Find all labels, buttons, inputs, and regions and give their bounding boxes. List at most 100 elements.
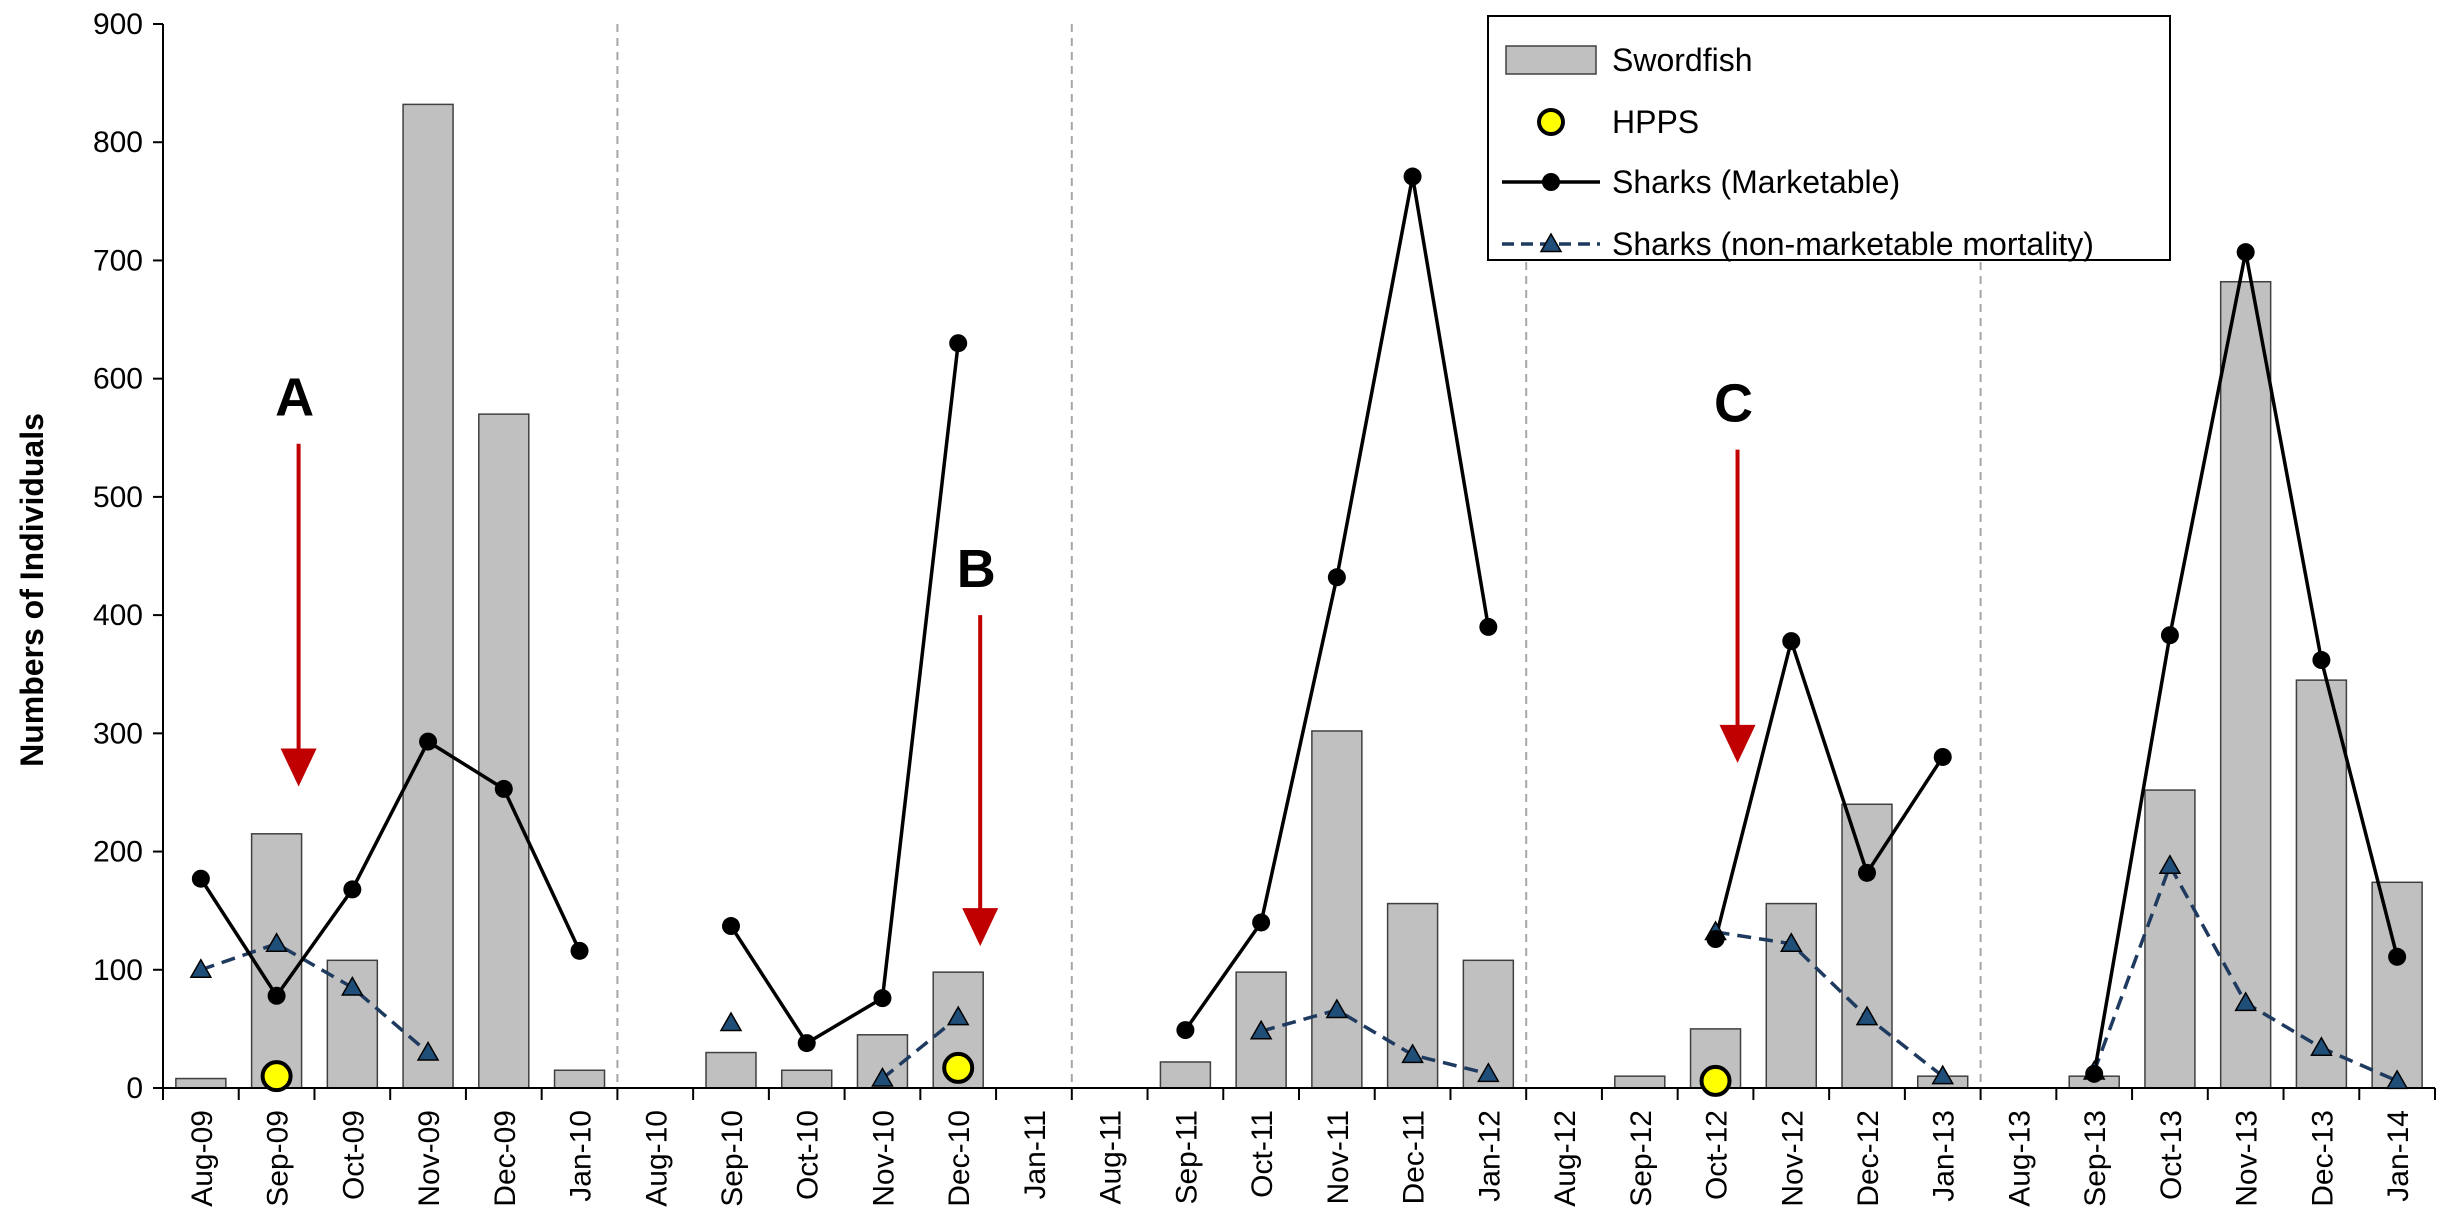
swordfish-bar-Nov-09 [402, 103, 454, 1089]
marketable-line-segment [729, 342, 960, 1045]
x-tick-label-Nov-11: Nov-11 [1322, 1110, 1355, 1204]
nonmarketable-point-Jan-12 [1477, 1062, 1500, 1083]
swordfish-bar-Jan-14 [2371, 881, 2423, 1089]
x-tick-label-Jan-13: Jan-13 [1928, 1110, 1961, 1202]
legend-box [1487, 15, 2171, 261]
marketable-point-Aug-09 [191, 869, 210, 888]
marketable-point-Nov-11 [1327, 568, 1346, 587]
marketable-point-Jan-12 [1479, 617, 1498, 636]
marketable-line-segment [199, 739, 582, 998]
annotation-arrowhead-B [962, 908, 999, 947]
y-tick-label: 700 [93, 244, 143, 277]
nonmarketable-point-Dec-12 [1855, 1005, 1879, 1026]
x-tick-label-Aug-12: Aug-12 [1549, 1110, 1582, 1207]
marketable-point-Oct-09 [343, 880, 362, 899]
x-tick-label-Dec-11: Dec-11 [1398, 1110, 1431, 1204]
legend: Swordfish HPPS Sharks (Marketable) Sharks (… [1487, 15, 2171, 262]
marketable-point-Sep-09 [267, 986, 286, 1005]
x-tick-label-Aug-09: Aug-09 [186, 1110, 219, 1207]
hpps-point-Dec-10 [942, 1051, 975, 1084]
nonmarketable-line-segment [881, 1015, 960, 1080]
x-tick-label-Aug-13: Aug-13 [2003, 1110, 2036, 1207]
y-tick-label: 800 [93, 126, 143, 159]
swordfish-bar-Nov-12 [1765, 902, 1818, 1089]
x-tick-label-Oct-11: Oct-11 [1246, 1110, 1279, 1198]
marketable-line-segment [1713, 639, 1945, 940]
x-tick-label-Oct-09: Oct-09 [337, 1110, 370, 1200]
nonmarketable-point-Nov-11 [1325, 998, 1349, 1019]
y-tick-label: 100 [93, 954, 143, 987]
marketable-point-Jan-14 [2388, 947, 2407, 966]
swordfish-bar-Nov-11 [1311, 730, 1363, 1089]
y-axis-title: Numbers of Individuals [14, 413, 50, 767]
x-tick-label-Oct-13: Oct-13 [2155, 1110, 2188, 1200]
y-tick-label: 0 [126, 1072, 143, 1105]
season-separators [616, 24, 1982, 1088]
x-tick-label-Jan-11: Jan-11 [1019, 1110, 1052, 1200]
x-tick-label-Dec-09: Dec-09 [489, 1110, 522, 1207]
annotation-arrowhead-C [1719, 724, 1756, 763]
nonmarketable-line-segment [1260, 1008, 1489, 1076]
marketable-point-Sep-13 [2085, 1064, 2104, 1083]
swordfish-bar-Nov-13 [2219, 280, 2272, 1089]
x-tick-label-Sep-13: Sep-13 [2079, 1110, 2112, 1207]
swordfish-bar-Oct-13 [2144, 789, 2196, 1089]
nonmarketable-point-Aug-09 [189, 958, 213, 979]
legend-label-3: Sharks (Marketable) [1612, 164, 1900, 200]
x-tick-label-Dec-13: Dec-13 [2306, 1110, 2339, 1207]
nonmarketable-line-segment [200, 942, 430, 1054]
annotation-label-B: B [957, 539, 996, 599]
series-lines [199, 174, 2399, 1083]
marketable-point-Jan-10 [570, 941, 589, 960]
x-tick-label-Jan-14: Jan-14 [2382, 1110, 2415, 1202]
x-tick-label-Jan-10: Jan-10 [565, 1110, 598, 1202]
x-tick-label-Nov-10: Nov-10 [867, 1110, 900, 1207]
nonmarketable-point-Sep-10 [719, 1011, 743, 1032]
marketable-point-Jan-13 [1933, 747, 1952, 766]
marketable-point-Dec-12 [1858, 863, 1876, 882]
swordfish-bar-Sep-11 [1159, 1061, 1212, 1089]
marketable-point-Sep-10 [722, 917, 740, 936]
marketable-point-Nov-10 [873, 989, 892, 1008]
nonmarketable-point-Nov-09 [416, 1041, 440, 1061]
hpps-point-Oct-12 [1699, 1064, 1732, 1097]
marketable-point-Sep-11 [1176, 1021, 1195, 1040]
nonmarketable-point-Nov-10 [871, 1067, 894, 1087]
x-tick-label-Sep-12: Sep-12 [1625, 1110, 1658, 1207]
y-tick-label: 400 [93, 599, 143, 632]
marketable-point-Oct-11 [1252, 913, 1271, 932]
nonmarketable-point-Oct-13 [2158, 854, 2182, 874]
marketable-point-Oct-12 [1706, 930, 1725, 949]
legend-swatch-hpps [1537, 108, 1565, 136]
series-markers [189, 167, 2409, 1097]
y-tick-label: 500 [93, 481, 143, 514]
marketable-point-Dec-13 [2312, 651, 2331, 670]
y-axis: 0 100 200 300 400 500 600 700 800 900 [93, 8, 164, 1105]
swordfish-bar-Sep-10 [705, 1051, 757, 1089]
hpps-point-Sep-09 [260, 1060, 293, 1093]
x-tick-label-Aug-11: Aug-11 [1095, 1110, 1128, 1205]
annotations: A B C [275, 368, 1756, 947]
nonmarketable-point-Nov-13 [2234, 991, 2257, 1012]
y-tick-label: 200 [93, 836, 143, 869]
nonmarketable-point-Sep-09 [265, 932, 288, 953]
legend-label-2: HPPS [1612, 104, 1699, 140]
x-tick-label-Sep-09: Sep-09 [262, 1110, 295, 1207]
y-tick-label: 600 [93, 363, 143, 396]
x-tick-label-Dec-10: Dec-10 [943, 1110, 976, 1207]
nonmarketable-point-Oct-09 [341, 975, 364, 996]
y-tick-label: 900 [93, 8, 143, 41]
swordfish-bar-Dec-13 [2295, 679, 2348, 1089]
swordfish-bar-Aug-09 [175, 1077, 227, 1089]
legend-label-1: Swordfish [1612, 42, 1753, 78]
nonmarketable-point-Nov-12 [1779, 932, 1803, 953]
nonmarketable-point-Oct-11 [1249, 1019, 1273, 1040]
x-tick-label-Oct-12: Oct-12 [1701, 1110, 1734, 1200]
annotation-arrowhead-A [280, 748, 317, 787]
x-tick-label-Nov-13: Nov-13 [2231, 1110, 2264, 1207]
marketable-point-Dec-10 [949, 334, 968, 353]
swordfish-bar-Jan-10 [553, 1069, 606, 1089]
x-tick-label-Sep-10: Sep-10 [716, 1110, 749, 1207]
x-tick-label-Sep-11: Sep-11 [1170, 1110, 1203, 1205]
